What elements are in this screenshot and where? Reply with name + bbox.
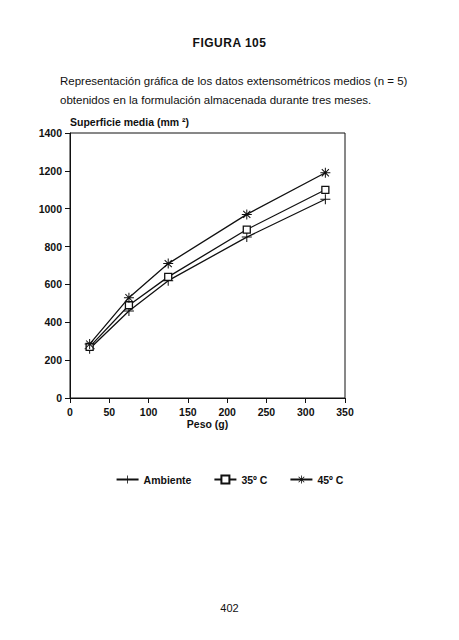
svg-text:Ambiente: Ambiente [144,474,192,486]
svg-text:150: 150 [179,406,197,418]
svg-text:0: 0 [56,392,62,404]
svg-text:200: 200 [44,354,62,366]
svg-text:Superficie media (mm ²): Superficie media (mm ²) [70,116,189,128]
svg-text:50: 50 [103,406,115,418]
svg-text:1000: 1000 [39,203,63,215]
html-text:402: 402 [220,602,239,614]
svg-text:45º C: 45º C [317,474,343,486]
svg-text:0: 0 [67,406,73,418]
svg-text:400: 400 [44,316,62,328]
svg-text:1200: 1200 [39,165,63,177]
svg-text:600: 600 [44,278,62,290]
svg-text:200: 200 [218,406,236,418]
svg-text:Peso (g): Peso (g) [187,418,228,430]
svg-text:800: 800 [44,241,62,253]
svg-text:250: 250 [258,406,276,418]
html-text:Representación gráfica de los: Representación gráfica de los datos exte… [60,75,408,106]
svg-text:1400: 1400 [39,127,63,139]
svg-text:350: 350 [336,406,354,418]
svg-text:100: 100 [140,406,158,418]
svg-text:35º C: 35º C [241,474,267,486]
svg-text:300: 300 [297,406,315,418]
html-text:FIGURA 105: FIGURA 105 [192,36,267,50]
